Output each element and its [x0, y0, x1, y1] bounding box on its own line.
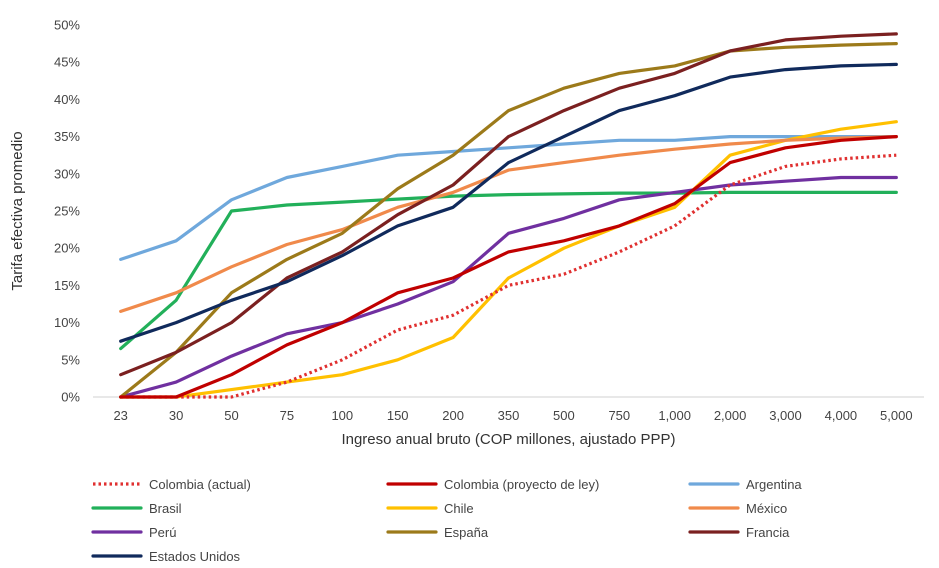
y-tick-label: 40%: [54, 92, 80, 107]
x-tick-label: 4,000: [825, 408, 858, 423]
series-line-colombia-proyecto-de-ley: [119, 135, 898, 399]
series-line-brasil: [119, 190, 898, 351]
y-tick-label: 35%: [54, 129, 80, 144]
legend-label-colombia-proyecto-de-ley: Colombia (proyecto de ley): [444, 477, 599, 492]
y-axis-ticks: 0% 5% 10% 15% 20% 25% 30% 35% 40% 45% 50%: [54, 18, 80, 405]
x-tick-label: 750: [608, 408, 630, 423]
y-tick-label: 5%: [61, 352, 80, 367]
x-axis-ticks: 23 30 50 75 100 150 200 350 500 750 1,000 2,000 3,00…: [93, 396, 924, 423]
series-line-mexico: [119, 135, 898, 313]
x-tick-label: 50: [224, 408, 238, 423]
x-tick-label: 150: [387, 408, 409, 423]
y-tick-label: 45%: [54, 55, 80, 70]
legend-label-argentina: Argentina: [746, 477, 802, 492]
x-tick-label: 350: [498, 408, 520, 423]
series-lines: [119, 32, 898, 399]
x-tick-label: 100: [331, 408, 353, 423]
y-tick-label: 25%: [54, 204, 80, 219]
legend-label-peru: Perú: [149, 525, 176, 540]
x-tick-label: 30: [169, 408, 183, 423]
x-tick-label: 5,000: [880, 408, 913, 423]
series-line-peru: [119, 175, 898, 399]
y-tick-label: 15%: [54, 278, 80, 293]
y-tick-label: 30%: [54, 166, 80, 181]
x-axis-title: Ingreso anual bruto (COP millones, ajust…: [341, 431, 675, 448]
x-tick-label: 200: [442, 408, 464, 423]
x-tick-label: 500: [553, 408, 575, 423]
series-line-argentina: [119, 135, 898, 261]
legend-label-chile: Chile: [444, 501, 474, 516]
legend-label-estados-unidos: Estados Unidos: [149, 549, 241, 564]
x-tick-label: 1,000: [658, 408, 691, 423]
legend-label-brasil: Brasil: [149, 501, 182, 516]
legend-label-colombia-actual: Colombia (actual): [149, 477, 251, 492]
x-tick-label: 23: [113, 408, 127, 423]
legend-label-francia: Francia: [746, 525, 790, 540]
y-tick-label: 0%: [61, 390, 80, 405]
x-axis-title-group: Ingreso anual bruto (COP millones, ajust…: [341, 431, 675, 448]
legend-label-mexico: México: [746, 501, 787, 516]
series-line-espana: [119, 41, 898, 399]
series-line-estados-unidos: [119, 62, 898, 343]
x-tick-label: 75: [280, 408, 294, 423]
legend: Colombia (actual) Colombia (proyecto de l…: [91, 477, 802, 564]
x-tick-label: 2,000: [714, 408, 747, 423]
series-line-chile: [119, 120, 898, 399]
y-tick-label: 50%: [54, 18, 80, 33]
y-axis-title-group: Tarifa efectiva promedio: [9, 131, 26, 290]
series-line-francia: [119, 32, 898, 377]
x-tick-label: 3,000: [769, 408, 802, 423]
y-tick-label: 10%: [54, 315, 80, 330]
y-tick-label: 20%: [54, 241, 80, 256]
legend-label-espana: España: [444, 525, 489, 540]
y-axis-title: Tarifa efectiva promedio: [9, 131, 26, 290]
